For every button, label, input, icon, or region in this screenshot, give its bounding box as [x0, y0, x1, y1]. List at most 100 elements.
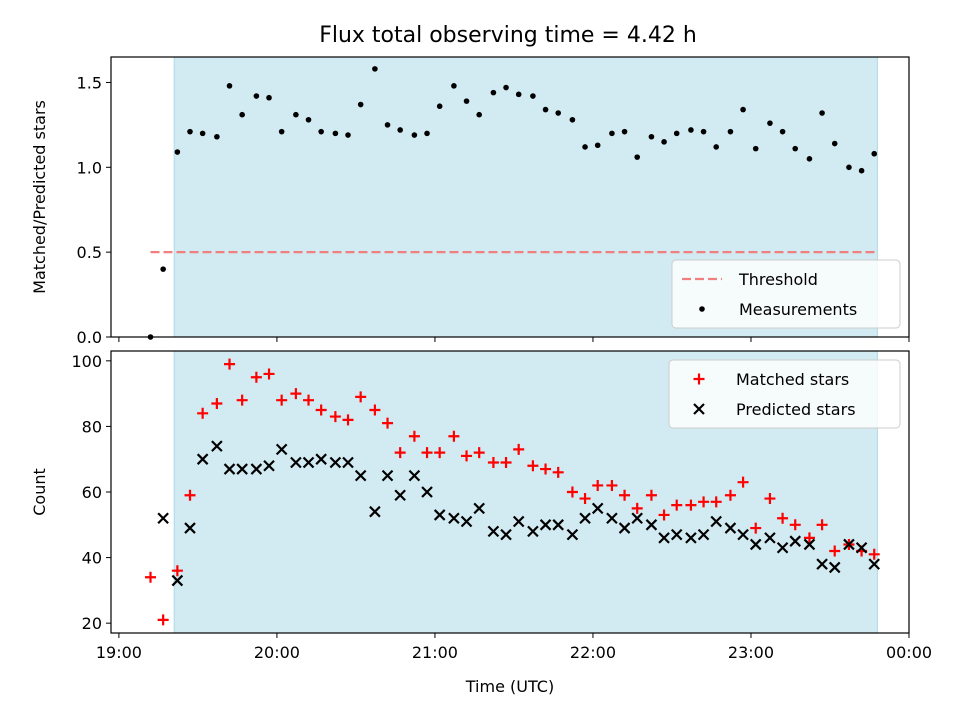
- legend-box: [668, 359, 901, 429]
- data-point: [752, 145, 759, 152]
- y-tick-label: 40: [82, 549, 102, 568]
- data-point: [658, 532, 670, 544]
- data-point: [487, 456, 499, 468]
- data-point: [621, 128, 628, 135]
- data-point: [384, 122, 391, 128]
- data-point: [394, 447, 406, 459]
- data-point: [540, 463, 552, 475]
- data-point: [171, 574, 184, 587]
- data-point: [157, 614, 169, 626]
- data-point: [618, 522, 631, 534]
- y-axis-label: Matched/Predicted stars: [30, 100, 49, 294]
- data-point: [369, 404, 381, 416]
- data-point: [858, 167, 865, 174]
- data-point: [789, 519, 801, 531]
- data-point: [512, 515, 525, 528]
- data-point: [448, 512, 460, 525]
- data-point: [737, 476, 749, 488]
- data-point: [394, 489, 406, 502]
- data-point: [433, 509, 446, 521]
- data-point: [670, 528, 683, 541]
- data-point: [816, 558, 828, 570]
- data-point: [792, 145, 799, 152]
- y-tick-label: 80: [82, 417, 102, 436]
- data-point: [345, 132, 351, 138]
- data-point: [342, 414, 354, 426]
- data-point: [236, 463, 248, 475]
- data-point: [476, 111, 482, 118]
- data-point: [831, 140, 838, 147]
- legend-box: [671, 259, 901, 329]
- data-point: [197, 407, 209, 419]
- data-point: [211, 440, 223, 452]
- data-point: [503, 84, 509, 91]
- data-point: [740, 106, 746, 113]
- data-point: [214, 133, 220, 140]
- data-point: [555, 110, 561, 116]
- data-point: [724, 522, 737, 534]
- legend-label: Matched stars: [736, 370, 849, 389]
- data-point: [594, 142, 601, 149]
- data-point: [631, 502, 643, 514]
- data-point: [579, 493, 591, 505]
- legend: Matched stars Predicted stars: [668, 359, 901, 429]
- data-point: [713, 144, 720, 150]
- data-point: [816, 519, 828, 531]
- data-point: [700, 128, 707, 135]
- data-point: [226, 83, 233, 89]
- data-point: [290, 388, 302, 400]
- data-point: [530, 93, 536, 99]
- data-point: [236, 394, 248, 406]
- data-point: [645, 489, 657, 501]
- data-point: [737, 528, 749, 541]
- data-point: [408, 430, 420, 442]
- x-axis-label: Time (UTC): [465, 677, 554, 696]
- data-point: [315, 453, 327, 465]
- data-point: [157, 512, 169, 525]
- data-point: [846, 164, 852, 171]
- data-point: [767, 120, 773, 126]
- chart-title: Flux total observing time = 4.42 h: [319, 23, 697, 48]
- data-point: [424, 130, 430, 137]
- data-point: [382, 417, 394, 429]
- data-point: [542, 106, 549, 113]
- data-point: [727, 128, 734, 135]
- legend-label: Threshold: [738, 270, 818, 289]
- data-point: [871, 150, 878, 157]
- data-point: [592, 479, 604, 491]
- y-tick-label: 100: [71, 352, 102, 371]
- data-point: [789, 535, 802, 547]
- data-point: [278, 128, 285, 135]
- y-tick-label: 1.0: [77, 158, 102, 177]
- data-point: [184, 489, 196, 501]
- data-point: [645, 519, 658, 531]
- data-point: [318, 128, 324, 135]
- data-point: [764, 532, 776, 544]
- data-point: [315, 404, 327, 416]
- data-point: [448, 430, 460, 442]
- y-axis-label: Count: [30, 468, 49, 516]
- data-point: [513, 443, 525, 455]
- data-point: [357, 101, 364, 108]
- data-point: [803, 538, 816, 551]
- data-point: [619, 489, 631, 501]
- data-point: [160, 266, 166, 272]
- data-point: [634, 154, 641, 160]
- data-point: [276, 394, 288, 406]
- data-point: [552, 519, 564, 531]
- x-tick-label: 19:00: [96, 643, 142, 662]
- legend-swatch: [699, 306, 705, 312]
- data-point: [223, 463, 236, 475]
- data-point: [381, 469, 394, 482]
- data-point: [461, 450, 473, 462]
- y-tick-label: 60: [82, 483, 102, 502]
- data-point: [566, 486, 578, 498]
- data-point: [803, 532, 815, 544]
- data-point: [843, 538, 855, 551]
- data-point: [661, 139, 667, 145]
- y-tick-label: 1.5: [77, 73, 102, 92]
- data-point: [764, 493, 776, 505]
- data-point: [408, 469, 421, 482]
- data-point: [515, 91, 522, 98]
- data-point: [609, 130, 615, 137]
